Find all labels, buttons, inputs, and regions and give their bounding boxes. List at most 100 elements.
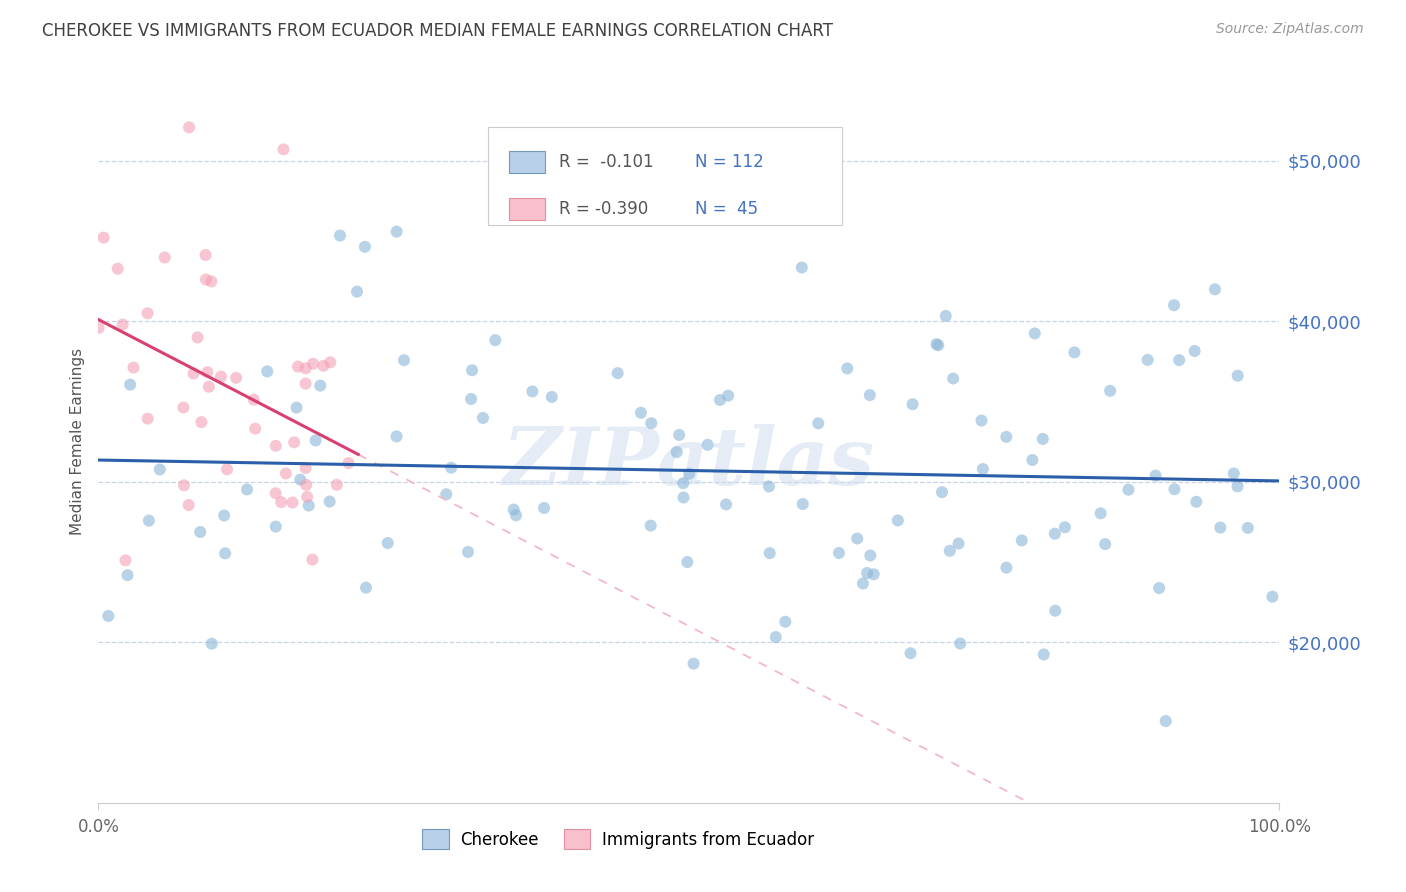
Point (807, 417, 830, 431)
Point (540, 390, 562, 404)
Point (209, 369, 232, 384)
Point (502, 502, 524, 516)
Point (200, 274, 222, 288)
Point (460, 392, 482, 406)
Point (294, 361, 316, 376)
Point (972, 462, 994, 476)
Point (640, 518, 662, 533)
Point (138, 514, 160, 528)
Point (1261, 590, 1284, 604)
Point (153, 251, 176, 265)
Point (676, 555, 699, 569)
Point (887, 513, 910, 527)
Point (672, 491, 695, 505)
Point (329, 228, 352, 243)
FancyBboxPatch shape (509, 198, 546, 219)
Point (1222, 467, 1244, 481)
Point (197, 365, 219, 379)
Point (385, 429, 408, 443)
Point (114, 553, 136, 567)
Point (377, 536, 399, 550)
Text: CHEROKEE VS IMMIGRANTS FROM ECUADOR MEDIAN FEMALE EARNINGS CORRELATION CHART: CHEROKEE VS IMMIGRANTS FROM ECUADOR MEDI… (42, 22, 834, 40)
Point (177, 498, 200, 512)
Point (304, 434, 326, 448)
Point (1032, 648, 1054, 662)
Point (270, 495, 292, 509)
Text: R = -0.390: R = -0.390 (560, 200, 648, 218)
Point (948, 536, 970, 550)
Point (995, 430, 1018, 444)
Point (1185, 495, 1208, 509)
Point (302, 357, 325, 371)
Point (149, 462, 172, 476)
Legend: Cherokee, Immigrants from Ecuador: Cherokee, Immigrants from Ecuador (422, 830, 814, 848)
Point (837, 361, 859, 376)
Point (256, 364, 278, 378)
Point (758, 546, 780, 560)
Point (264, 519, 287, 533)
Point (312, 359, 335, 373)
Point (828, 546, 851, 560)
Point (190, 415, 212, 429)
Point (346, 285, 368, 299)
Point (1209, 520, 1232, 534)
Point (1099, 384, 1122, 398)
Point (354, 240, 377, 254)
Point (1163, 298, 1185, 312)
Point (281, 495, 304, 509)
Point (630, 406, 652, 420)
Point (1136, 352, 1159, 367)
Point (939, 543, 962, 558)
Point (294, 461, 316, 475)
Text: N = 112: N = 112 (695, 153, 763, 171)
Point (457, 545, 479, 559)
Point (215, 462, 238, 476)
Point (264, 486, 287, 500)
Point (900, 646, 922, 660)
Text: Source: ZipAtlas.com: Source: ZipAtlas.com (1216, 22, 1364, 37)
Point (1011, 533, 1033, 548)
Point (678, 467, 700, 481)
Point (696, 438, 718, 452)
Point (790, 260, 813, 275)
Point (295, 478, 318, 492)
Point (188, 524, 211, 539)
Text: N =  45: N = 45 (695, 200, 758, 218)
Point (172, 401, 194, 415)
Point (87, 321, 110, 335)
Point (665, 445, 688, 459)
Point (942, 371, 965, 385)
Point (385, 225, 408, 239)
Point (236, 483, 259, 497)
Point (177, 120, 200, 135)
Point (1094, 537, 1116, 551)
Point (717, 389, 740, 403)
Point (187, 330, 209, 344)
Point (668, 428, 690, 442)
Point (287, 359, 309, 374)
Point (212, 508, 235, 523)
Point (285, 401, 308, 415)
Point (714, 497, 737, 511)
Point (862, 567, 884, 582)
Point (309, 378, 332, 392)
Point (931, 485, 953, 500)
Point (471, 411, 494, 425)
Point (859, 388, 882, 402)
Point (792, 497, 814, 511)
Point (1154, 714, 1177, 728)
Point (1045, 604, 1067, 618)
Point (392, 353, 415, 368)
Point (434, 487, 457, 501)
Point (301, 552, 323, 566)
Point (93, 230, 115, 244)
Point (1144, 468, 1167, 483)
Y-axis label: Median Female Earnings: Median Female Earnings (69, 348, 84, 535)
Point (765, 630, 787, 644)
Point (111, 318, 134, 332)
Point (505, 508, 527, 523)
Point (136, 411, 159, 425)
Point (640, 416, 662, 430)
Point (97, 609, 120, 624)
Point (775, 615, 797, 629)
